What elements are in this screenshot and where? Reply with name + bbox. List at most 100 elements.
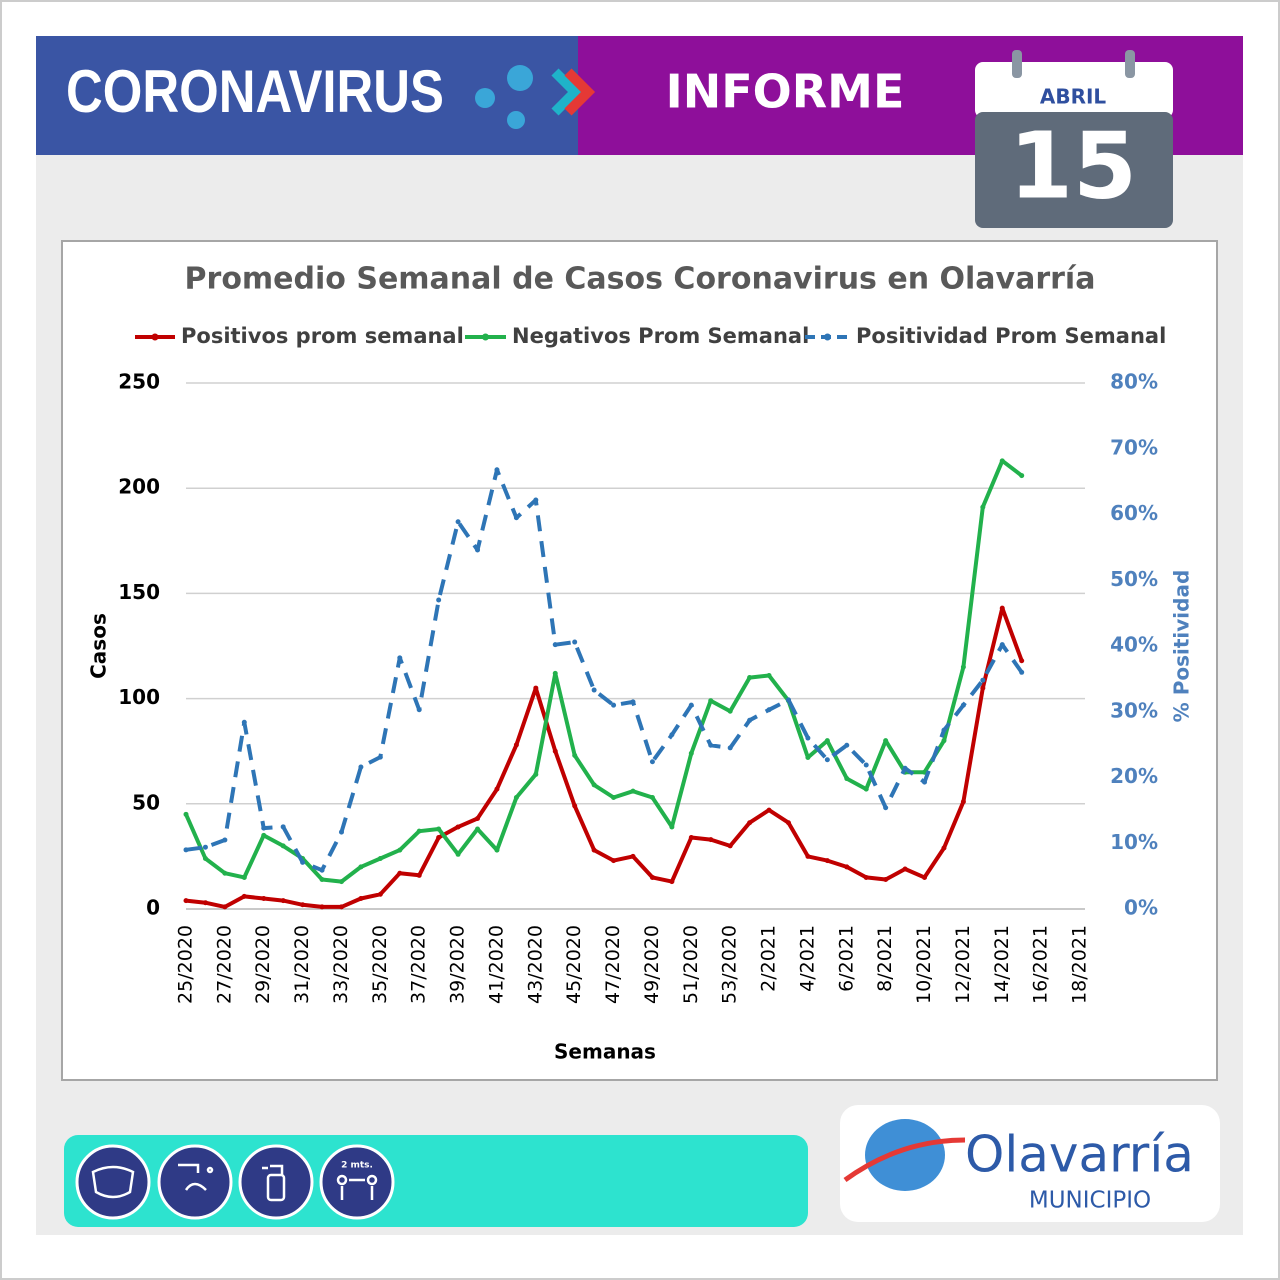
point bbox=[455, 519, 461, 525]
y-tick-label: 50 bbox=[132, 790, 160, 814]
point bbox=[572, 803, 578, 809]
legend-dot bbox=[151, 333, 159, 341]
x-tick-label: 27/2020 bbox=[213, 925, 235, 1004]
point bbox=[513, 515, 519, 521]
point bbox=[475, 826, 481, 832]
point bbox=[883, 877, 889, 883]
point bbox=[183, 811, 189, 817]
x-tick-label: 43/2020 bbox=[524, 925, 546, 1004]
point bbox=[980, 504, 986, 510]
point bbox=[980, 685, 986, 691]
point bbox=[999, 458, 1005, 464]
point bbox=[863, 874, 869, 880]
point bbox=[513, 794, 519, 800]
point bbox=[222, 904, 228, 910]
point bbox=[844, 776, 850, 782]
x-tick-label: 35/2020 bbox=[369, 925, 391, 1004]
x-tick-label: 45/2020 bbox=[563, 925, 585, 1004]
virus-icons bbox=[475, 65, 533, 129]
point bbox=[338, 879, 344, 885]
y2-tick-label: 50% bbox=[1110, 567, 1158, 591]
point bbox=[494, 847, 500, 853]
point bbox=[902, 866, 908, 872]
point bbox=[708, 837, 714, 843]
point bbox=[377, 754, 383, 760]
chart-title: Promedio Semanal de Casos Coronavirus en… bbox=[185, 262, 1096, 297]
calendar-top bbox=[975, 62, 1173, 118]
point bbox=[338, 829, 344, 835]
point bbox=[300, 859, 306, 865]
point bbox=[844, 864, 850, 870]
point bbox=[785, 820, 791, 826]
point bbox=[747, 717, 753, 723]
point bbox=[416, 872, 422, 878]
logo-subtext: MUNICIPIO bbox=[1029, 1188, 1151, 1214]
calendar-body bbox=[975, 112, 1173, 228]
point bbox=[319, 904, 325, 910]
point bbox=[980, 677, 986, 683]
point bbox=[416, 707, 422, 713]
point bbox=[591, 687, 597, 693]
series-line bbox=[185, 467, 1024, 873]
point bbox=[241, 893, 247, 899]
point bbox=[358, 864, 364, 870]
point bbox=[669, 824, 675, 830]
point bbox=[824, 738, 830, 744]
x-tick-label: 37/2020 bbox=[408, 925, 430, 1004]
point bbox=[377, 856, 383, 862]
point bbox=[960, 664, 966, 670]
x-tick-label: 29/2020 bbox=[252, 925, 274, 1004]
legend-label: Negativos Prom Semanal bbox=[512, 324, 809, 348]
x-tick-label: 2/2021 bbox=[758, 925, 780, 992]
point bbox=[960, 799, 966, 805]
point bbox=[319, 877, 325, 883]
point bbox=[669, 879, 675, 885]
point bbox=[941, 845, 947, 851]
point bbox=[397, 847, 403, 853]
y-tick-label: 250 bbox=[118, 370, 160, 394]
point bbox=[999, 642, 1005, 648]
legend-label: Positividad Prom Semanal bbox=[856, 324, 1166, 348]
series-line bbox=[184, 458, 1023, 884]
x-tick-label: 49/2020 bbox=[641, 925, 663, 1004]
point bbox=[183, 898, 189, 904]
x-tick-label: 14/2021 bbox=[991, 925, 1013, 1004]
point bbox=[397, 870, 403, 876]
y-tick-label: 100 bbox=[118, 685, 160, 709]
point bbox=[844, 742, 850, 748]
point bbox=[747, 675, 753, 681]
legend-label: Positivos prom semanal bbox=[181, 324, 464, 348]
x-tick-label: 51/2020 bbox=[680, 925, 702, 1004]
point bbox=[669, 732, 675, 738]
point bbox=[455, 851, 461, 857]
point bbox=[533, 497, 539, 503]
y2-tick-label: 60% bbox=[1110, 501, 1158, 525]
point bbox=[630, 853, 636, 859]
point bbox=[552, 642, 558, 648]
point bbox=[358, 764, 364, 770]
point bbox=[863, 786, 869, 792]
point bbox=[494, 786, 500, 792]
point bbox=[785, 697, 791, 703]
x-tick-label: 31/2020 bbox=[291, 925, 313, 1004]
point bbox=[280, 898, 286, 904]
logo-swoosh bbox=[843, 1137, 966, 1183]
point bbox=[805, 755, 811, 761]
point bbox=[436, 834, 442, 840]
x-tick-label: 12/2021 bbox=[952, 925, 974, 1004]
point bbox=[591, 782, 597, 788]
calendar-month: ABRIL bbox=[1040, 85, 1107, 109]
point bbox=[922, 779, 928, 785]
point bbox=[494, 467, 500, 473]
y2-tick-label: 40% bbox=[1110, 633, 1158, 657]
point bbox=[611, 794, 617, 800]
x-tick-label: 53/2020 bbox=[719, 925, 741, 1004]
series-line bbox=[185, 606, 1024, 909]
x-tick-label: 47/2020 bbox=[602, 925, 624, 1004]
x-tick-label: 25/2020 bbox=[175, 925, 197, 1004]
point bbox=[805, 735, 811, 741]
y-tick-label: 200 bbox=[118, 475, 160, 499]
x-tick-label: 33/2020 bbox=[330, 925, 352, 1004]
